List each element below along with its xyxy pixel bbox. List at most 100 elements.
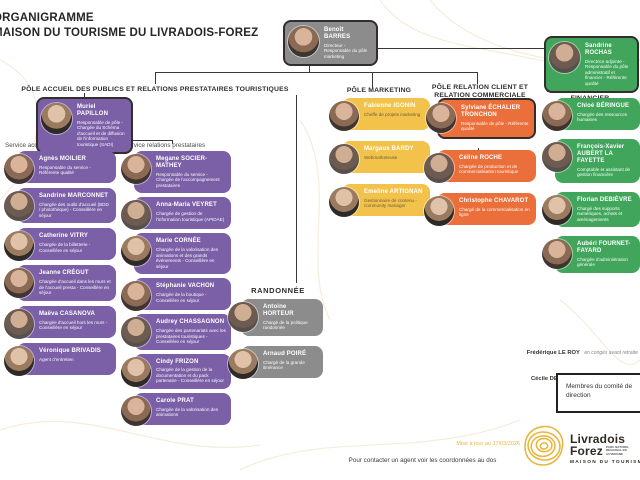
- person-card: Antoine HORTEUR Chargé de la politique ra…: [228, 299, 323, 336]
- person-role: Directrice adjointe - Responsable du pôl…: [585, 58, 629, 86]
- logo-text: Livradois Forez PARC NATUREL RÉGIONAL EN…: [570, 433, 640, 465]
- person-photo: [426, 103, 456, 133]
- person-card: Fabienne IGONIN Cheffe de projets marketi…: [329, 98, 430, 131]
- person-photo: [4, 308, 34, 339]
- person-role: Chargée des ressources humaines: [577, 111, 628, 123]
- person-card: Sylviane ÉCHALIER TRONCHON Responsable de…: [426, 98, 536, 139]
- person-card: Chloé BÉRINGUE Chargée des ressources hum…: [542, 98, 640, 131]
- footer-contact-note: Pour contacter un agent voir les coordon…: [348, 457, 497, 464]
- column-randonnee: Antoine HORTEUR Chargé de la politique ra…: [228, 299, 323, 379]
- title-line2: MAISON DU TOURISME DU LIVRADOIS-FOREZ: [0, 26, 259, 39]
- person-card: Benoît BARRES Directeur - Responsable du …: [283, 20, 378, 67]
- person-card: Céline ROCHE Chargée de production et de …: [424, 149, 536, 183]
- column-administratif: Chloé BÉRINGUE Chargée des ressources hum…: [542, 98, 640, 273]
- person-photo: [4, 231, 34, 262]
- person-name: Catherine VITRY: [39, 233, 89, 240]
- connector-line: [84, 93, 85, 98]
- person-role: Chargée de la boutique - Conseillère en …: [156, 292, 207, 303]
- person-photo: [228, 302, 258, 332]
- pole-header-relation-client: PÔLE RELATION CLIENT ET RELATION COMMERC…: [431, 84, 529, 100]
- person-photo: [329, 187, 359, 217]
- person-photo: [4, 154, 34, 184]
- person-card: Aubéri FOURNET-FAYARD Chargée d'administr…: [542, 236, 640, 273]
- person-card: Jeanne CRÉGUT Chargée d'accueil dans les …: [4, 265, 116, 301]
- person-name: Aubéri FOURNET-FAYARD: [577, 241, 631, 254]
- person-photo: [424, 152, 454, 183]
- legend-box: Membres du comité de direction: [556, 373, 640, 413]
- person-role: Cheffe de projets marketing: [364, 111, 421, 117]
- person-role: Webmarketeuse: [364, 154, 398, 160]
- person-card: Stéphanie VACHON Chargée de la boutique -…: [121, 278, 231, 312]
- person-name: François-Xavier AUBERT LA FAYETTE: [577, 144, 625, 164]
- person-card: Maëva CASANOVA Chargée d'accueil hors les…: [4, 305, 116, 339]
- person-name: Arnaud POIRÉ: [263, 350, 307, 357]
- person-card: Cindy FRIZON Chargée de la gestion de la …: [121, 353, 231, 389]
- director-card-slot: Benoît BARRES Directeur - Responsable du …: [283, 20, 378, 67]
- column-relations-prestataires: Megane SOCIER-MATHEY Responsable du servi…: [121, 151, 231, 426]
- person-photo: [121, 395, 151, 426]
- person-role: Agent d'entretien: [39, 356, 74, 362]
- person-role: Chargée d'accueil hors les murs - Consei…: [39, 319, 108, 331]
- person-name: Antoine HORTEUR: [263, 304, 294, 317]
- person-name: Chloé BÉRINGUE: [577, 103, 630, 109]
- person-card: Sandrine MARCONNET Chargée des outils d'a…: [4, 188, 116, 224]
- person-name: Christophe CHAVAROT: [459, 197, 529, 204]
- person-role: Chargée de la billetterie - Conseillère …: [39, 242, 91, 253]
- person-role: Chargée d'accueil dans les murs et de l'…: [39, 279, 111, 296]
- person-photo: [121, 154, 151, 184]
- column-marketing: Fabienne IGONIN Cheffe de projets marketi…: [329, 98, 430, 217]
- deputy-director-card-slot: Sandrine ROCHAS Directrice adjointe - Res…: [544, 36, 639, 94]
- person-role: Chargée des outils d'accueil (BDD / phot…: [39, 201, 109, 218]
- person-role: Chargé des supports numériques, achats e…: [577, 205, 623, 222]
- person-card: Florian DEBIÈVRE Chargé des supports numé…: [542, 191, 640, 228]
- person-name: Florian DEBIÈVRE: [577, 196, 632, 203]
- person-name: Jeanne CRÉGUT: [39, 270, 89, 277]
- person-name: Margaux BARDY: [364, 146, 414, 152]
- person-photo: [228, 348, 258, 379]
- legend-label: Membres du comité de direction: [566, 383, 633, 400]
- column-service-accueil: Agnès MOILIER Responsable du service - Ré…: [4, 151, 116, 376]
- person-name: Emeline ARTIGNAN: [364, 189, 423, 195]
- person-role: Gestionnaire de contenu - community mana…: [364, 197, 417, 209]
- person-card: Audrey CHASSAGNON Chargée des partenariat…: [121, 314, 231, 350]
- person-name: Marie CORNÉE: [156, 238, 201, 245]
- person-name: Sylviane ÉCHALIER TRONCHON: [461, 105, 521, 118]
- logo-park-tag: PARC NATUREL RÉGIONAL EN AUVERGNE: [606, 444, 630, 456]
- logo-rings-icon: [522, 424, 566, 473]
- person-role: Chargée de la valorisation des animation…: [156, 406, 219, 418]
- person-card: Megane SOCIER-MATHEY Responsable du servi…: [121, 151, 231, 194]
- logo-line2: Forez: [570, 443, 604, 458]
- person-name: Carole PRAT: [156, 397, 194, 404]
- person-photo: [121, 236, 151, 267]
- person-role: Chargée de la gestion de la documentatio…: [156, 367, 224, 384]
- pole1-manager-card-slot: Muriel PAPILLON Responsable de pôle - Cha…: [36, 97, 133, 155]
- person-card: Carole PRAT Chargée de la valorisation de…: [121, 392, 231, 426]
- pole-header-marketing: PÔLE MARKETING: [346, 87, 412, 94]
- person-photo: [542, 194, 572, 225]
- leave-note: Frédérique LE ROY en congés avant retrai…: [500, 337, 638, 363]
- person-name: Stéphanie VACHON: [156, 283, 215, 290]
- person-role: Chargée de production et de commercialis…: [459, 163, 519, 175]
- person-card: Margaux BARDY Webmarketeuse: [329, 141, 430, 174]
- section-header-randonnee: RANDONNÉE: [251, 286, 305, 295]
- note-status: en congés avant retraite: [584, 350, 638, 356]
- connector-line: [372, 72, 373, 88]
- person-name: Audrey CHASSAGNON: [156, 319, 225, 326]
- person-name: Céline ROCHE: [459, 154, 503, 161]
- person-card: Anna-Maria VEYRET Chargée de gestion de l…: [121, 197, 231, 231]
- person-name: Muriel PAPILLON: [77, 104, 109, 117]
- person-role: Chargée de gestion de l'information tour…: [156, 211, 225, 222]
- person-role: Responsable du service - Référente quali…: [39, 164, 91, 176]
- connector-line: [172, 140, 173, 144]
- person-role: Responsable du service - Chargée de l'ac…: [156, 171, 220, 188]
- person-photo: [121, 317, 151, 348]
- person-name: Fabienne IGONIN: [364, 103, 416, 109]
- person-role: Chargé de la politique randonnée: [263, 319, 308, 331]
- person-role: Responsable de pôle - Chargée du Schéma …: [77, 119, 125, 147]
- person-card: Arnaud POIRÉ Chargé de la grande itinéran…: [228, 345, 323, 379]
- person-photo: [41, 103, 72, 134]
- note-name: Frédérique LE ROY: [526, 350, 580, 356]
- person-role: Chargé de la grande itinérance: [263, 359, 305, 371]
- person-photo: [329, 144, 359, 174]
